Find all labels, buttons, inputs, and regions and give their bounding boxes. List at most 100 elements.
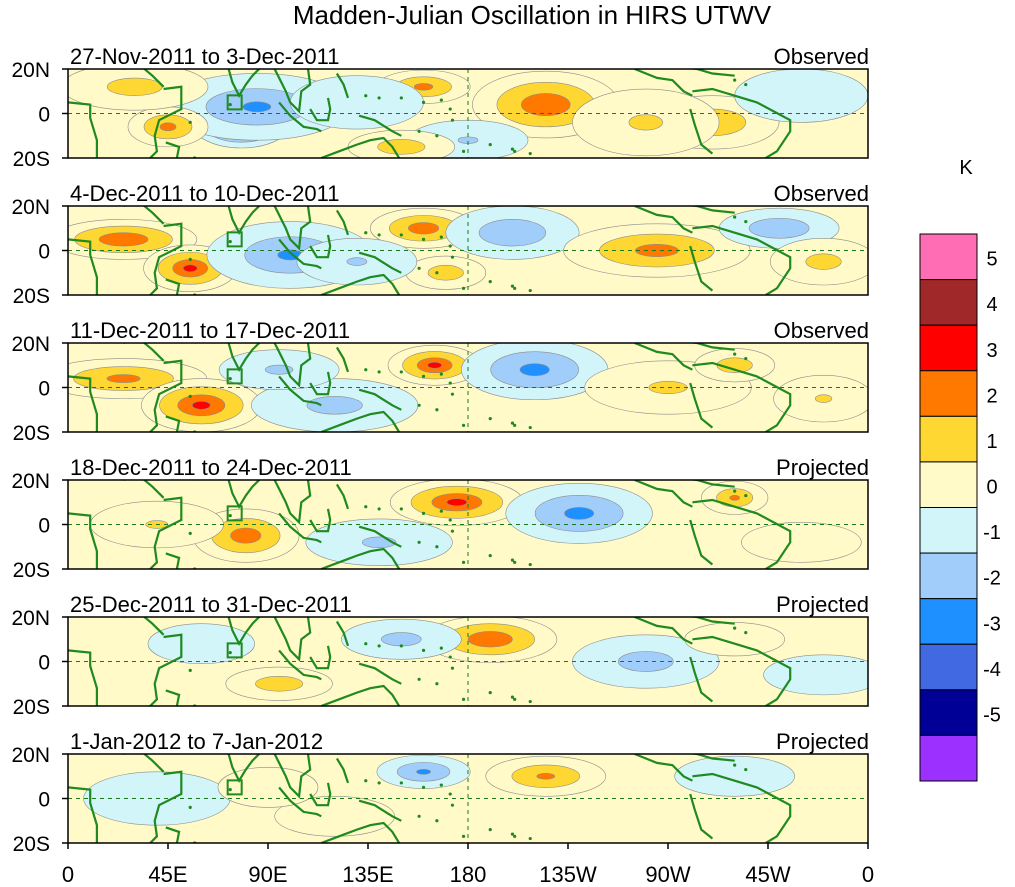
coastline — [68, 238, 98, 295]
map-panel: 20N 0 20S 18-Dec-2011 to 24-Dec-2011 Project… — [11, 455, 869, 582]
island-marker — [421, 100, 426, 104]
island-marker — [364, 368, 368, 372]
lat-tick-label: 20S — [13, 696, 50, 719]
colorbar-label: 2 — [986, 385, 997, 407]
island-marker — [510, 421, 515, 425]
island-marker — [435, 819, 439, 823]
coastline — [335, 483, 350, 510]
island-marker — [450, 118, 455, 122]
island-marker — [188, 257, 192, 261]
anomaly-contour — [674, 755, 795, 797]
anomaly-contour — [159, 122, 177, 132]
coastline — [273, 617, 312, 662]
island-marker — [421, 237, 426, 241]
coastline — [634, 206, 693, 234]
island-marker — [448, 107, 452, 111]
island-marker — [399, 644, 403, 648]
panel-date-range: 25-Dec-2011 to 31-Dec-2011 — [70, 592, 352, 617]
anomaly-contour — [519, 363, 550, 377]
coastline — [335, 346, 350, 373]
island-marker — [528, 562, 532, 567]
lat-tick-label: 0 — [38, 652, 50, 675]
coastline — [149, 359, 183, 432]
reference-box — [226, 505, 243, 522]
island-marker — [439, 98, 443, 102]
coastline — [194, 617, 261, 646]
coastline — [309, 97, 332, 122]
coastline — [358, 799, 402, 822]
panel-status: Observed — [774, 44, 869, 69]
island-marker — [528, 425, 532, 430]
colorbar-label: -1 — [983, 522, 1001, 544]
coastline — [273, 69, 312, 114]
coastline — [165, 826, 181, 843]
anomaly-contour — [306, 396, 363, 415]
coastline — [692, 772, 792, 843]
island-marker — [448, 244, 452, 248]
anomaly-contour — [805, 253, 842, 270]
coastline — [123, 754, 165, 773]
colorbar-label: 4 — [986, 294, 997, 316]
island-marker — [417, 129, 421, 133]
coastline — [320, 684, 401, 706]
coastline — [692, 224, 792, 295]
island-marker — [228, 240, 232, 244]
coastline — [309, 508, 332, 533]
coastline — [123, 343, 165, 362]
island-marker — [435, 545, 439, 549]
anomaly-contour — [408, 222, 440, 235]
coastline — [165, 552, 181, 569]
colorbar-label: 1 — [986, 431, 997, 453]
coastline — [687, 480, 735, 488]
island-marker — [377, 96, 381, 100]
island-marker — [513, 286, 517, 290]
island-marker — [399, 96, 403, 100]
coastline — [165, 415, 181, 432]
island-marker — [364, 642, 368, 646]
coastline — [149, 770, 183, 843]
colorbar-swatch — [919, 233, 978, 281]
colorbar-swatch — [919, 689, 978, 736]
anomaly-contour — [230, 527, 262, 544]
anomaly-contour — [98, 232, 149, 247]
colorbar-swatch — [919, 552, 978, 600]
island-marker — [377, 507, 381, 511]
island-marker — [510, 284, 515, 288]
anomaly-contour — [255, 676, 304, 692]
anomaly-contour — [416, 768, 431, 775]
island-marker — [461, 286, 466, 290]
island-marker — [421, 785, 426, 789]
coastline — [68, 512, 98, 569]
anomaly-contour — [536, 772, 556, 780]
panel-status: Projected — [776, 729, 869, 754]
coastline — [194, 480, 261, 509]
island-marker — [188, 120, 192, 124]
coastline — [278, 375, 322, 407]
coastline — [68, 649, 98, 706]
island-marker — [364, 94, 368, 98]
coastline — [634, 754, 693, 782]
colorbar-swatch — [919, 370, 978, 417]
island-marker — [461, 697, 466, 701]
coastline — [692, 87, 792, 158]
colorbar-swatch — [919, 734, 978, 782]
lon-tick-label: 135E — [342, 862, 393, 887]
island-marker — [461, 560, 466, 564]
island-marker — [377, 233, 381, 237]
lon-tick-label: 0 — [62, 862, 74, 887]
island-marker — [435, 134, 439, 138]
island-marker — [528, 836, 532, 841]
coastline — [278, 512, 322, 544]
island-marker — [450, 255, 455, 259]
island-marker — [733, 626, 737, 630]
anomaly-contour — [446, 498, 468, 507]
colorbar-swatch — [919, 324, 978, 372]
island-marker — [439, 372, 443, 376]
island-marker — [448, 518, 452, 522]
coastline — [309, 371, 332, 396]
island-marker — [228, 651, 232, 655]
island-marker — [528, 699, 532, 704]
anomaly-contour — [734, 69, 868, 123]
island-marker — [733, 489, 737, 493]
longitude-axis: 0 45E 90E 135E 180 135W 90W 45W 0 — [62, 843, 874, 887]
